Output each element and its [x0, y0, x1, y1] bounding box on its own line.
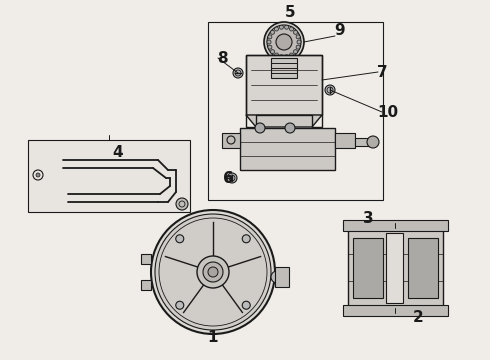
Circle shape [255, 123, 265, 133]
Circle shape [279, 55, 283, 59]
Circle shape [227, 173, 237, 183]
Circle shape [367, 136, 379, 148]
Text: 6: 6 [222, 171, 233, 185]
Text: 2: 2 [413, 310, 423, 325]
Circle shape [176, 235, 184, 243]
Circle shape [294, 50, 297, 54]
Text: 1: 1 [208, 330, 218, 346]
Text: 7: 7 [377, 64, 387, 80]
Polygon shape [240, 128, 335, 170]
Circle shape [264, 22, 304, 62]
Circle shape [279, 25, 283, 29]
Polygon shape [141, 254, 151, 264]
Circle shape [274, 27, 278, 31]
Polygon shape [343, 305, 448, 316]
Circle shape [242, 301, 250, 309]
Circle shape [274, 53, 278, 57]
Bar [271, 58, 297, 78]
Text: 5: 5 [285, 5, 295, 19]
Circle shape [203, 262, 223, 282]
Circle shape [155, 214, 271, 330]
Polygon shape [355, 138, 370, 146]
Circle shape [267, 40, 271, 44]
Circle shape [276, 34, 292, 50]
Circle shape [297, 40, 301, 44]
Circle shape [242, 235, 250, 243]
Polygon shape [335, 133, 355, 148]
Bar [408, 238, 438, 298]
Circle shape [294, 30, 297, 34]
Circle shape [267, 25, 301, 59]
Bar [386, 233, 403, 303]
Bar [353, 238, 383, 298]
Circle shape [268, 45, 272, 49]
Circle shape [197, 256, 229, 288]
Bar [208, 22, 383, 200]
Text: 8: 8 [217, 50, 227, 66]
Bar [28, 140, 190, 212]
Circle shape [290, 27, 294, 31]
Polygon shape [348, 228, 443, 308]
Circle shape [271, 271, 283, 283]
Circle shape [268, 35, 272, 39]
Circle shape [296, 45, 300, 49]
Polygon shape [343, 220, 448, 231]
Circle shape [296, 35, 300, 39]
Circle shape [285, 25, 289, 29]
Circle shape [285, 123, 295, 133]
Text: 3: 3 [363, 211, 373, 225]
Circle shape [233, 68, 243, 78]
Circle shape [208, 267, 218, 277]
Polygon shape [246, 115, 322, 127]
Circle shape [325, 85, 335, 95]
Polygon shape [275, 267, 289, 287]
Circle shape [270, 30, 274, 34]
Circle shape [176, 301, 184, 309]
Polygon shape [141, 280, 151, 290]
Circle shape [176, 198, 188, 210]
Circle shape [151, 210, 275, 334]
Circle shape [270, 50, 274, 54]
Polygon shape [222, 133, 240, 148]
Circle shape [36, 173, 40, 177]
Text: 9: 9 [335, 23, 345, 37]
Polygon shape [246, 55, 322, 115]
Circle shape [290, 53, 294, 57]
Text: 10: 10 [377, 104, 398, 120]
Circle shape [285, 55, 289, 59]
Text: 4: 4 [113, 144, 123, 159]
